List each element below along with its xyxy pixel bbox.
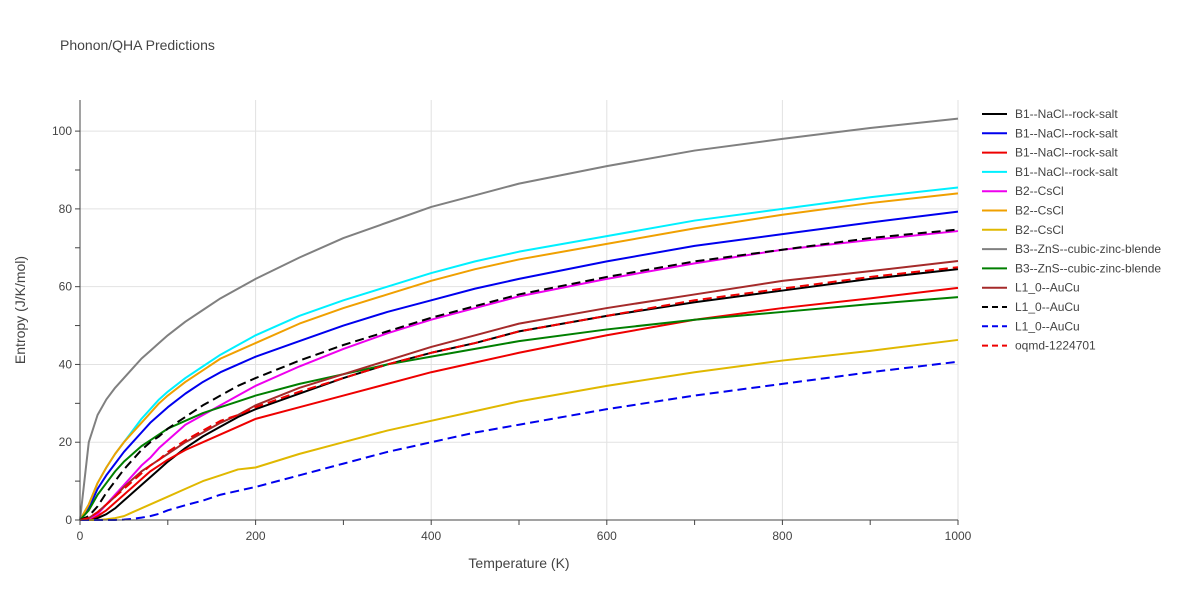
y-tick-label: 80	[59, 202, 73, 216]
y-tick-label: 60	[59, 280, 73, 294]
legend-label[interactable]: B2--CsCl	[1015, 204, 1064, 218]
legend-label[interactable]: B2--CsCl	[1015, 223, 1064, 237]
legend: B1--NaCl--rock-salt B1--NaCl--rock-salt B1…	[982, 107, 1161, 353]
legend-label[interactable]: B1--NaCl--rock-salt	[1015, 126, 1118, 140]
x-tick-label: 1000	[945, 529, 972, 543]
x-tick-label: 800	[772, 529, 792, 543]
legend-label[interactable]: L1_0--AuCu	[1015, 319, 1080, 333]
x-tick-label: 0	[77, 529, 84, 543]
y-tick-label: 100	[52, 124, 72, 138]
series-line	[79, 230, 959, 521]
legend-label[interactable]: B1--NaCl--rock-salt	[1015, 165, 1118, 179]
x-axis-title: Temperature (K)	[468, 555, 569, 571]
legend-label[interactable]: B3--ZnS--cubic-zinc-blende	[1015, 261, 1161, 275]
series-lines	[79, 117, 959, 521]
legend-label[interactable]: B2--CsCl	[1015, 184, 1064, 198]
legend-label[interactable]: B1--NaCl--rock-salt	[1015, 107, 1118, 121]
series-line	[79, 117, 959, 521]
series-line	[80, 360, 959, 521]
legend-label[interactable]: L1_0--AuCu	[1015, 281, 1080, 295]
y-tick-label: 0	[65, 513, 72, 527]
series-line	[79, 192, 959, 521]
x-tick-label: 400	[421, 529, 441, 543]
legend-label[interactable]: B3--ZnS--cubic-zinc-blende	[1015, 242, 1161, 256]
x-tick-label: 200	[246, 529, 266, 543]
grid-lines	[80, 100, 959, 520]
legend-label[interactable]: L1_0--AuCu	[1015, 300, 1080, 314]
chart-title: Phonon/QHA Predictions	[60, 37, 215, 53]
legend-label[interactable]: oqmd-1224701	[1015, 339, 1096, 353]
series-line	[79, 286, 959, 521]
series-line	[79, 228, 959, 521]
series-line	[80, 338, 959, 521]
series-line	[79, 210, 959, 521]
series-line	[79, 296, 959, 521]
series-line	[79, 266, 959, 521]
y-axis-title: Entropy (J/K/mol)	[12, 256, 28, 364]
x-tick-label: 600	[597, 529, 617, 543]
y-tick-label: 20	[59, 435, 73, 449]
axes: 0 200 400 600 800 1000 0 20 40 60 80 100	[52, 100, 972, 543]
y-tick-label: 40	[59, 357, 73, 371]
legend-label[interactable]: B1--NaCl--rock-salt	[1015, 146, 1118, 160]
series-line	[79, 268, 959, 521]
